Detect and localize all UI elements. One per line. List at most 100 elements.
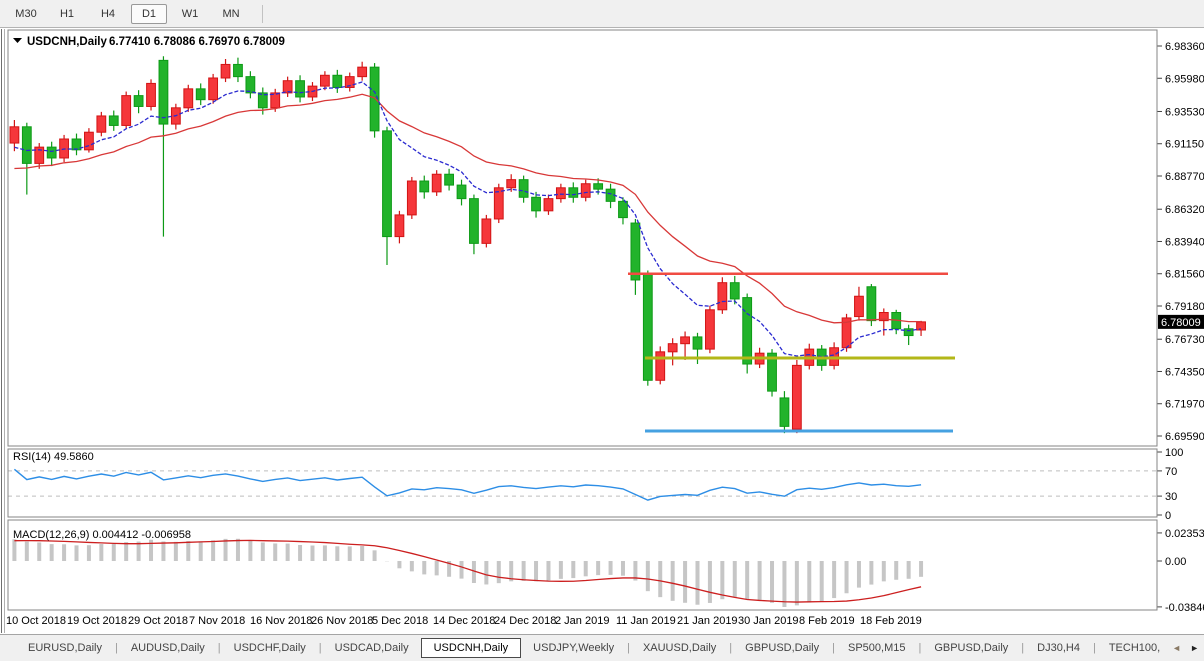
candle	[406, 176, 417, 219]
candle	[332, 69, 343, 93]
candle	[667, 338, 678, 366]
svg-text:7 Nov 2018: 7 Nov 2018	[189, 615, 245, 627]
candle	[270, 88, 281, 112]
candle	[705, 305, 715, 354]
svg-text:16 Nov 2018: 16 Nov 2018	[250, 615, 312, 627]
candle	[146, 79, 156, 111]
ma-fast-line	[14, 81, 922, 358]
candle	[183, 84, 194, 112]
rsi-guides	[8, 470, 1157, 497]
timeframe-button-w1[interactable]: W1	[181, 7, 199, 20]
candle	[245, 71, 256, 99]
candle	[382, 126, 392, 266]
chart-tab-gbpusd-daily[interactable]: GBPUSD,Daily	[745, 642, 820, 654]
rsi-label: RSI(14) 49.5860	[13, 451, 94, 463]
svg-text:0.023534: 0.023534	[1165, 528, 1204, 540]
candle	[916, 320, 926, 336]
svg-text:6.86320: 6.86320	[1165, 204, 1204, 216]
ma-slow-line	[14, 93, 922, 324]
chart-tab-usdjpy-weekly[interactable]: USDJPY,Weekly	[533, 642, 615, 654]
svg-text:0: 0	[1165, 510, 1171, 522]
svg-text:11 Jan 2019: 11 Jan 2019	[616, 615, 676, 627]
candle	[220, 59, 231, 83]
candle	[133, 90, 144, 114]
candle	[767, 349, 777, 397]
candle	[729, 275, 740, 305]
svg-text:8 Feb 2019: 8 Feb 2019	[799, 615, 855, 627]
svg-text:29 Oct 2018: 29 Oct 2018	[128, 615, 188, 627]
candle	[779, 391, 790, 434]
timeframe-button-h1[interactable]: H1	[59, 7, 75, 20]
chart-tab-audusd-daily[interactable]: AUDUSD,Daily	[130, 642, 205, 654]
timeframe-button-mn[interactable]: MN	[222, 7, 240, 20]
timeframe-button-m30[interactable]: M30	[15, 7, 37, 20]
chart-title-symbol: USDCNH,Daily	[27, 36, 107, 48]
chart-tab-sp500-m15[interactable]: SP500,M15	[847, 642, 906, 654]
candle	[717, 277, 728, 314]
chart-tab-usdchf-daily[interactable]: USDCHF,Daily	[233, 642, 306, 654]
chart-tab-tech100[interactable]: TECH100,	[1108, 642, 1161, 654]
candle	[34, 143, 45, 169]
candle	[555, 183, 566, 203]
candle	[742, 293, 753, 374]
candle	[518, 175, 529, 203]
chart-tab-xauusd-daily[interactable]: XAUUSD,Daily	[642, 642, 717, 654]
timeframe-button-d1[interactable]: D1	[131, 3, 167, 24]
candle	[469, 194, 479, 255]
macd-histogram	[12, 538, 924, 607]
svg-text:100: 100	[1165, 447, 1183, 459]
candle	[431, 170, 442, 196]
candle	[71, 133, 82, 156]
svg-text:2 Jan 2019: 2 Jan 2019	[555, 615, 609, 627]
chart-tab-eurusd-daily[interactable]: EURUSD,Daily	[28, 642, 102, 654]
svg-text:6.78009: 6.78009	[1161, 317, 1201, 329]
candle	[878, 308, 889, 336]
svg-text:18 Feb 2019: 18 Feb 2019	[860, 615, 922, 627]
collapse-chart-icon[interactable]	[13, 38, 22, 43]
svg-text:21 Jan 2019: 21 Jan 2019	[677, 615, 738, 627]
chart-tab-bar: EURUSD,Daily | AUDUSD,Daily | USDCHF,Daily | U…	[0, 634, 1204, 661]
chart-tab-usdcnh-daily[interactable]: USDCNH,Daily	[420, 637, 522, 658]
tab-separator: |	[1021, 642, 1025, 654]
candle	[257, 87, 268, 115]
horizontal-levels	[628, 272, 955, 433]
candle	[158, 56, 169, 237]
candle	[568, 182, 579, 203]
svg-text:19 Oct 2018: 19 Oct 2018	[67, 615, 127, 627]
svg-text:30 Jan 2019: 30 Jan 2019	[738, 615, 799, 627]
candle	[680, 331, 690, 360]
candle	[506, 174, 517, 192]
tab-separator: |	[918, 642, 922, 654]
candle	[357, 61, 368, 81]
candle	[630, 218, 641, 295]
candle	[295, 75, 305, 103]
tab-scroll-right-icon[interactable]: ►	[1190, 643, 1200, 653]
svg-text:6.69590: 6.69590	[1165, 431, 1204, 443]
candle	[419, 175, 430, 199]
svg-text:0.00: 0.00	[1165, 556, 1186, 568]
tab-separator: |	[1092, 642, 1096, 654]
candle	[282, 76, 293, 97]
chart-tab-dj30-h4[interactable]: DJ30,H4	[1037, 642, 1080, 654]
chart-tab-usdcad-daily[interactable]: USDCAD,Daily	[334, 642, 409, 654]
pane-borders	[1, 29, 1158, 633]
candle	[854, 286, 864, 321]
timeframe-button-h4[interactable]: H4	[100, 7, 116, 20]
chart-tab-gbpusd-daily[interactable]: GBPUSD,Daily	[934, 642, 1009, 654]
svg-text:6.88770: 6.88770	[1165, 171, 1204, 183]
svg-text:5 Dec 2018: 5 Dec 2018	[372, 615, 428, 627]
axis-labels: 6.98360 6.95980 6.93530 6.91150 6.88770 6.863…	[6, 41, 1204, 627]
tab-separator: |	[217, 642, 221, 654]
candle	[642, 270, 653, 386]
tab-scroll-left-icon[interactable]: ◄	[1172, 643, 1182, 653]
candle	[394, 210, 405, 244]
tab-separator: |	[729, 642, 733, 654]
macd-signal-line	[14, 539, 922, 603]
macd-label: MACD(12,26,9) 0.004412 -0.006958	[13, 529, 191, 541]
svg-text:-0.038466: -0.038466	[1165, 602, 1204, 614]
current-price-tag: 6.78009	[1158, 314, 1204, 329]
svg-text:6.71970: 6.71970	[1165, 399, 1204, 411]
candle	[84, 128, 94, 153]
candle	[580, 179, 591, 202]
